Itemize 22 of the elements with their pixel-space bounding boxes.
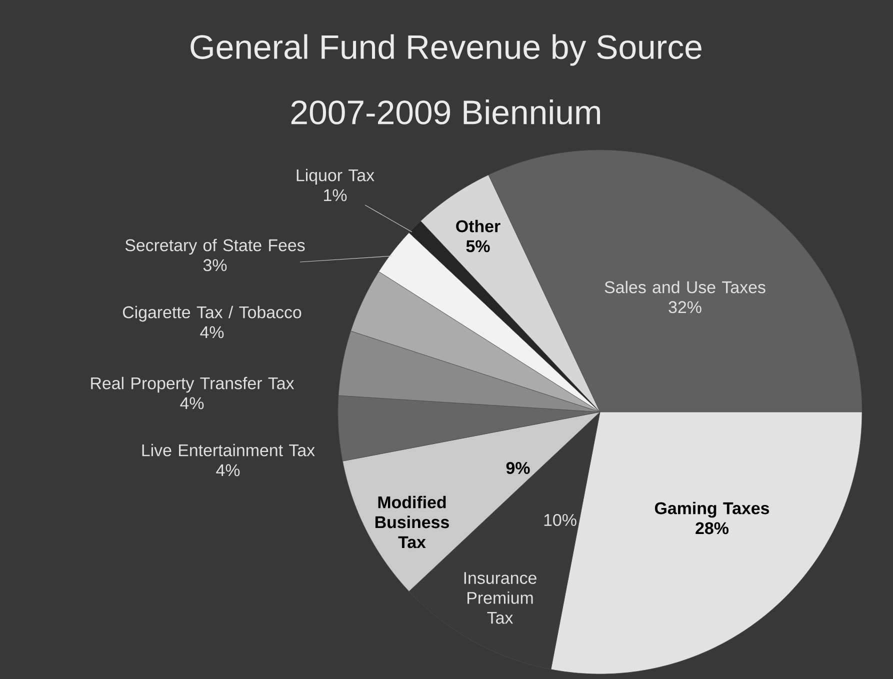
slice-label: Other bbox=[456, 220, 500, 232]
data-label: 4% bbox=[216, 464, 240, 476]
slice-label: Real Property Transfer Tax bbox=[91, 376, 294, 393]
slice-label: Gaming Taxes bbox=[654, 502, 770, 518]
data-label: 10% bbox=[544, 514, 576, 526]
slice-label: Sales and Use Taxes bbox=[604, 280, 766, 294]
slice-label: Cigarette Tax / Tobacco bbox=[122, 306, 302, 322]
data-label: 5% bbox=[466, 240, 490, 252]
slice-label: Modified Business Tax bbox=[375, 496, 449, 548]
slice-label: Liquor Tax bbox=[296, 168, 374, 185]
chart-title: General Fund Revenue by Source bbox=[190, 34, 702, 66]
chart-subtitle: 2007-2009 Biennium bbox=[291, 100, 600, 124]
data-label: 9% bbox=[506, 462, 530, 474]
data-label: 4% bbox=[200, 326, 224, 338]
data-label: 28% bbox=[696, 522, 728, 534]
data-label: 4% bbox=[180, 397, 204, 410]
data-label: 1% bbox=[324, 189, 347, 202]
data-label: 32% bbox=[668, 301, 702, 314]
slice-label: Secretary of State Fees bbox=[125, 238, 305, 255]
data-label: 3% bbox=[203, 259, 227, 272]
slice-label: Insurance Premium Tax bbox=[464, 572, 536, 624]
slice-label: Live Entertainment Tax bbox=[142, 444, 315, 456]
